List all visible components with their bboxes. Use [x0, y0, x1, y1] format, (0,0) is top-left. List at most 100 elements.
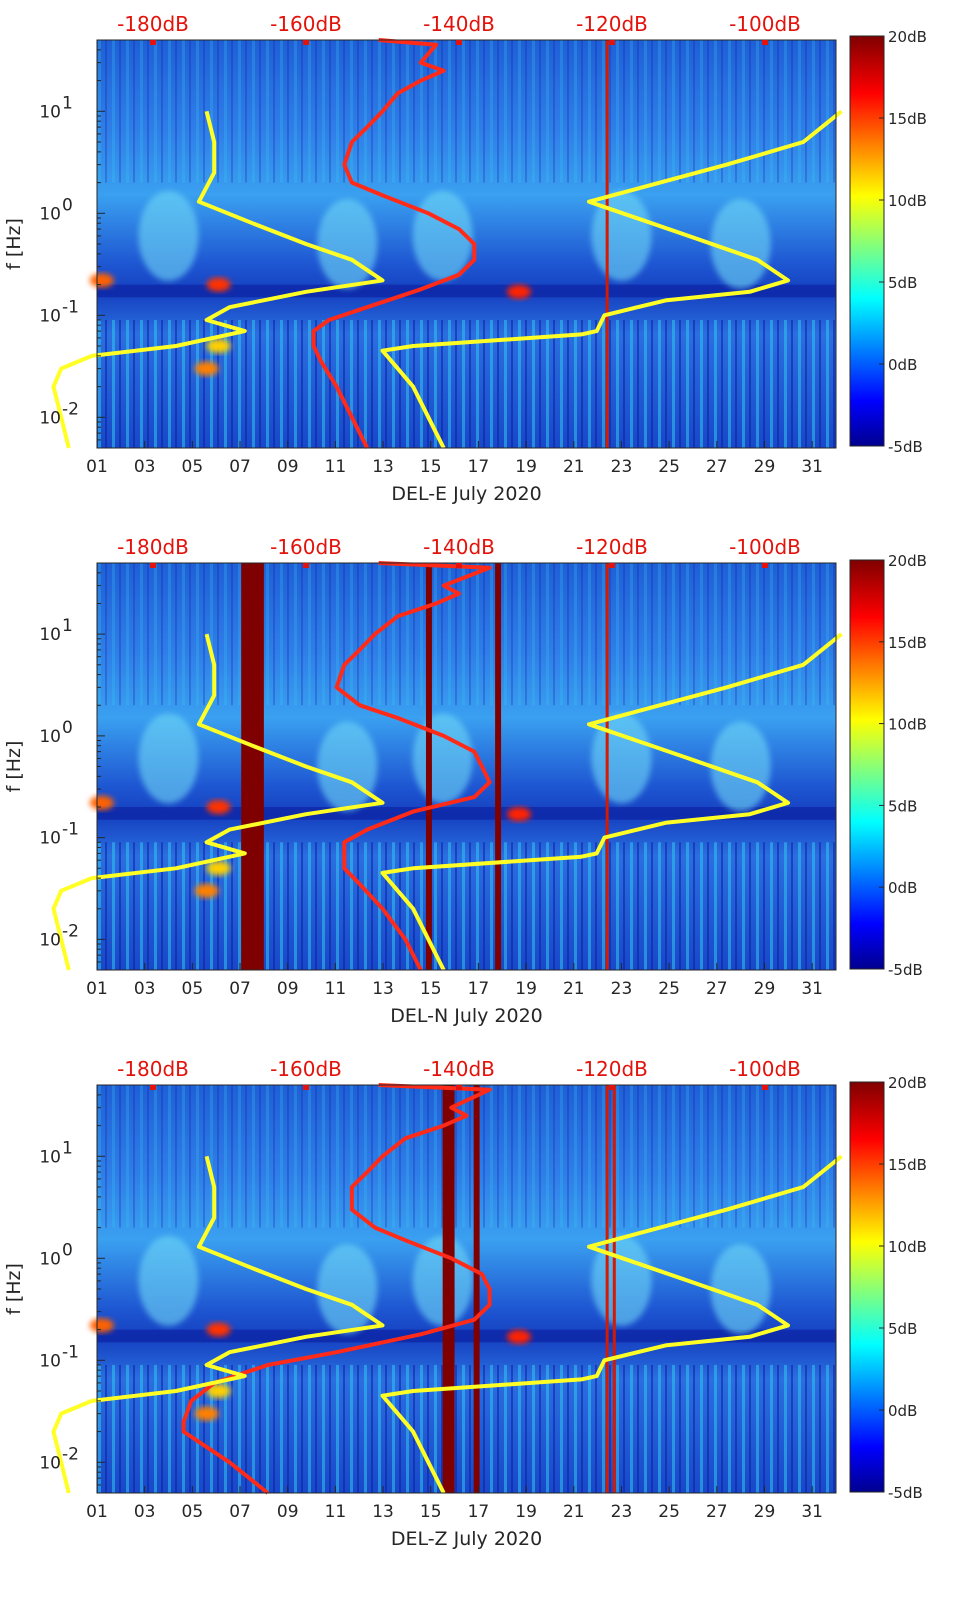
colorbar-tick-label: 10dB	[888, 192, 927, 210]
y-tick-exponent: -1	[62, 297, 79, 317]
x-tick-label: 27	[706, 457, 728, 477]
x-tick-label: 03	[134, 1502, 156, 1522]
db-tick-mark	[609, 1085, 615, 1090]
db-tick-label: -100dB	[729, 535, 801, 559]
y-tick-label: 10	[39, 1147, 61, 1167]
y-tick-exponent: -2	[62, 399, 79, 419]
x-tick-label: 27	[706, 1502, 728, 1522]
db-tick-label: -120dB	[576, 535, 648, 559]
energy-spot	[206, 861, 231, 876]
db-tick-label: -160dB	[270, 12, 342, 36]
colorbar-tick-label: 20dB	[888, 1074, 927, 1092]
energy-spot	[89, 795, 114, 810]
db-tick-label: -120dB	[576, 12, 648, 36]
x-tick-label: 01	[86, 979, 108, 999]
y-tick-base: 10	[39, 306, 61, 326]
y-tick-base: 10	[39, 625, 61, 645]
noise-curve-3	[380, 632, 843, 971]
colorbar-tick-label: 15dB	[888, 634, 927, 652]
db-tick-label: -160dB	[270, 1057, 342, 1081]
x-tick-label: 09	[277, 979, 299, 999]
db-tick-label: -120dB	[576, 1057, 648, 1081]
energy-cloud	[317, 1244, 378, 1334]
colorbar-tick-label: 20dB	[888, 28, 927, 46]
saturated-band	[442, 1085, 455, 1493]
colorbar-tick-label: 10dB	[888, 1238, 927, 1256]
noise-curve-1	[311, 38, 477, 449]
spectrogram-highfreq-texture	[97, 563, 836, 706]
x-tick-label: 09	[277, 457, 299, 477]
colorbar-tick-label: 5dB	[888, 274, 917, 292]
db-tick-label: -100dB	[729, 1057, 801, 1081]
x-tick-label: 21	[563, 1502, 585, 1522]
y-tick-base: 10	[39, 727, 61, 747]
x-tick-label: 23	[611, 1502, 633, 1522]
microseism-band	[97, 1329, 836, 1343]
db-tick-mark	[150, 40, 156, 45]
x-tick-label: 15	[420, 457, 442, 477]
x-tick-label: 05	[182, 979, 204, 999]
saturated-band	[473, 1085, 480, 1493]
energy-spot	[206, 799, 231, 814]
x-tick-label: 25	[658, 1502, 680, 1522]
noise-curve-2	[51, 110, 385, 449]
x-tick-label: 25	[658, 979, 680, 999]
db-tick-mark	[762, 563, 768, 568]
colorbar	[849, 559, 885, 970]
db-tick-mark	[303, 563, 309, 568]
y-tick-base: 10	[39, 1351, 61, 1371]
energy-cloud	[710, 721, 771, 812]
x-tick-label: 13	[372, 979, 394, 999]
y-tick-label: 10	[39, 1351, 61, 1371]
y-axis-title: f [Hz]	[3, 741, 25, 793]
colorbar-tick-label: 15dB	[888, 110, 927, 128]
energy-spot	[89, 273, 114, 288]
y-tick-label: 10	[39, 102, 61, 122]
saturated-band	[495, 563, 502, 970]
x-tick-label: 13	[372, 457, 394, 477]
x-tick-label: 19	[515, 1502, 537, 1522]
noise-curve-2	[51, 1155, 385, 1494]
x-axis-title: DEL-E July 2020	[391, 483, 541, 505]
db-tick-label: -180dB	[117, 1057, 189, 1081]
colorbar-tick-label: 20dB	[888, 552, 927, 570]
y-tick-label: 10	[39, 930, 61, 950]
energy-cloud	[138, 1235, 199, 1326]
colorbar-tick-label: 5dB	[888, 1320, 917, 1338]
y-tick-exponent: 0	[62, 718, 73, 738]
colorbar-tick-label: 0dB	[888, 879, 917, 897]
x-tick-label: 03	[134, 457, 156, 477]
y-axis-title: f [Hz]	[3, 218, 25, 270]
saturated-band	[241, 563, 264, 970]
db-tick-mark	[456, 1085, 462, 1090]
microseism-band	[97, 806, 836, 820]
energy-cloud	[317, 721, 378, 812]
noise-curve-3	[380, 1154, 843, 1494]
spectrogram-highfreq-texture	[97, 40, 836, 183]
x-axis-title: DEL-Z July 2020	[391, 1528, 542, 1550]
y-tick-label: 10	[39, 727, 61, 747]
noise-curve-2	[51, 633, 385, 971]
y-tick-exponent: -2	[62, 921, 79, 941]
x-tick-label: 17	[468, 1502, 490, 1522]
x-tick-label: 27	[706, 979, 728, 999]
energy-spot	[206, 277, 231, 292]
x-tick-label: 29	[754, 1502, 776, 1522]
x-tick-label: 01	[86, 457, 108, 477]
y-tick-exponent: 1	[62, 93, 73, 113]
db-tick-mark	[456, 40, 462, 45]
db-tick-label: -140dB	[423, 535, 495, 559]
x-tick-label: 07	[229, 1502, 251, 1522]
y-tick-base: 10	[39, 829, 61, 849]
x-tick-label: 11	[325, 979, 347, 999]
x-tick-label: 31	[801, 979, 823, 999]
y-tick-exponent: -2	[62, 1444, 79, 1464]
x-tick-label: 09	[277, 1502, 299, 1522]
energy-spot	[506, 1329, 531, 1344]
db-tick-mark	[303, 40, 309, 45]
